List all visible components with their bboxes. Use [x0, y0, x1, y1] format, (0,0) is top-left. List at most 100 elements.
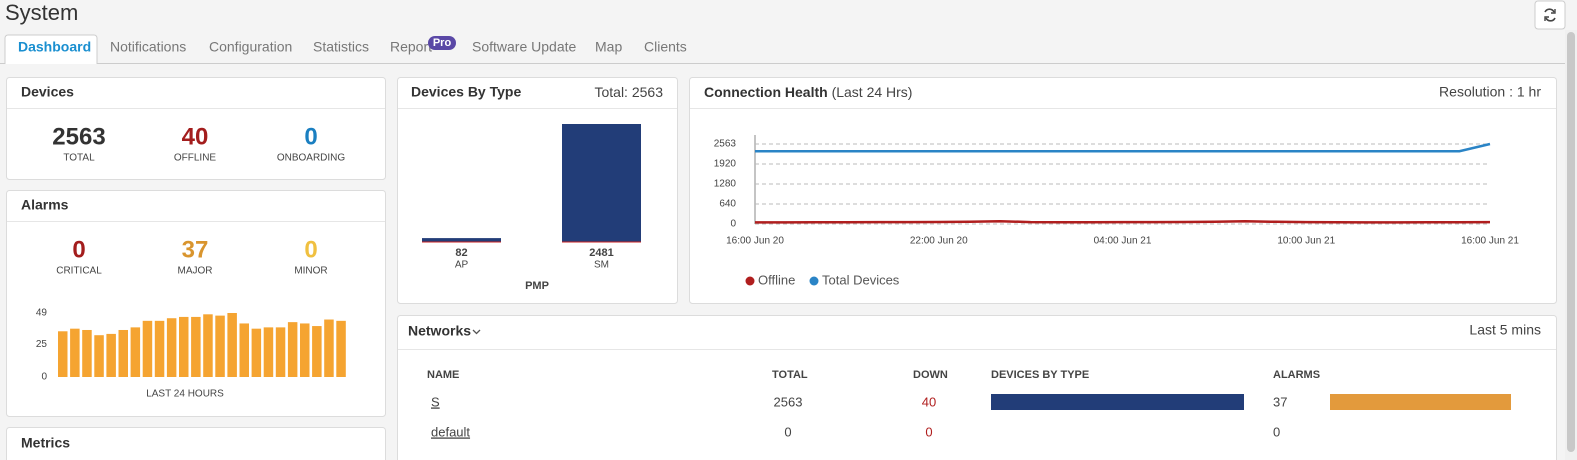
bar [227, 313, 237, 377]
legend-label: Total Devices [822, 272, 900, 287]
bar [239, 323, 249, 377]
panel-title: Devices By Type [411, 84, 521, 100]
dropdown-chevron[interactable] [472, 329, 481, 335]
pro-badge [428, 36, 456, 50]
alarms-bar [1330, 394, 1511, 410]
bar [179, 316, 189, 377]
panel-title: Devices [21, 84, 74, 100]
y-tick-label: 25 [36, 339, 48, 350]
y-tick-label: 2563 [714, 139, 737, 150]
x-tick-label: 16:00 Jun 21 [1461, 236, 1519, 247]
bar [94, 335, 104, 377]
y-tick-label: 0 [41, 372, 47, 383]
y-tick-label: 0 [730, 219, 736, 230]
bar [336, 320, 346, 377]
column-header: NAME [427, 369, 459, 381]
total-value: 2563 [632, 84, 663, 100]
bar [154, 320, 165, 377]
y-tick-label: 1280 [714, 179, 737, 190]
panel-title: Alarms [21, 197, 69, 213]
bar [203, 314, 213, 377]
bar [300, 323, 310, 377]
page-title: System [5, 0, 78, 25]
column-header: ALARMS [1273, 369, 1320, 381]
stat-value: 0 [304, 236, 317, 263]
y-tick-label: 1920 [714, 159, 737, 170]
scroll-thumb [1567, 32, 1575, 452]
panel-title[interactable]: Networks [408, 323, 471, 339]
x-tick-label: 04:00 Jun 21 [1094, 236, 1152, 247]
line-series [755, 219, 1491, 224]
stat-label: ONBOARDING [277, 153, 346, 164]
bar [562, 124, 641, 242]
stat-label: OFFLINE [174, 153, 217, 164]
category-label: AP [455, 260, 469, 271]
tab[interactable]: Report [390, 39, 432, 55]
bar [263, 327, 274, 377]
stat-label: MAJOR [178, 266, 213, 277]
stat-value: 0 [304, 123, 317, 150]
bar [215, 315, 225, 377]
health-title: Connection Health (Last 24 Hrs) [704, 84, 912, 100]
y-tick-label: 49 [36, 308, 48, 319]
bar [287, 322, 298, 377]
tab[interactable]: Clients [644, 39, 687, 55]
stat-label: TOTAL [63, 153, 95, 164]
total-cell: 2563 [774, 394, 803, 409]
x-tick-label: 10:00 Jun 21 [1277, 236, 1335, 247]
legend-swatch [809, 276, 819, 286]
period: Last 5 mins [1469, 322, 1541, 338]
active-tab[interactable] [4, 34, 98, 64]
bar [166, 318, 177, 377]
stat-label: CRITICAL [56, 266, 102, 277]
panel-header-rules [7, 108, 1556, 350]
bar [422, 238, 501, 242]
bar [118, 329, 128, 377]
network-link[interactable]: S [431, 394, 440, 409]
x-tick-label: 22:00 Jun 20 [910, 236, 968, 247]
bar [312, 326, 322, 377]
total-cell: 0 [784, 424, 791, 439]
panel-title: Connection Health [704, 84, 828, 100]
bar [82, 329, 92, 377]
tab[interactable]: Configuration [209, 39, 292, 55]
total-label: Total: [594, 84, 627, 100]
resolution: Resolution : 1 hr [1439, 84, 1541, 100]
tab[interactable]: Software Update [472, 39, 576, 55]
legend-swatch [745, 276, 755, 286]
stat-value: 37 [182, 236, 209, 263]
legend-label: Offline [758, 272, 795, 287]
value-label: 82 [455, 247, 467, 259]
x-tick-label: 16:00 Jun 20 [726, 236, 784, 247]
bar [70, 328, 80, 377]
stat-label: MINOR [294, 266, 327, 277]
panel-title: Metrics [21, 435, 70, 451]
network-link[interactable]: default [431, 424, 470, 439]
bar [58, 331, 68, 377]
alarms-cell: 37 [1273, 394, 1287, 409]
tab[interactable]: Statistics [313, 39, 369, 55]
x-axis-label: LAST 24 HOURS [146, 389, 224, 400]
total-text: Total: 2563 [594, 84, 663, 100]
value-label: 2481 [589, 247, 613, 259]
tab[interactable]: Notifications [110, 39, 186, 55]
bar [324, 319, 334, 377]
bar [275, 327, 286, 377]
tab[interactable]: Map [595, 39, 622, 55]
tab[interactable]: Dashboard [18, 39, 91, 55]
column-header: DEVICES BY TYPE [991, 369, 1089, 381]
panel-subtitle: (Last 24 Hrs) [832, 84, 913, 100]
bar [130, 327, 141, 377]
bar [106, 333, 116, 377]
category-label: SM [594, 260, 609, 271]
group-label: PMP [525, 280, 549, 292]
down-cell: 40 [922, 394, 936, 409]
line-series [755, 142, 1491, 153]
panels [6, 77, 1557, 460]
bar [251, 328, 262, 377]
column-header: DOWN [913, 369, 948, 381]
column-header: TOTAL [772, 369, 808, 381]
refresh-button[interactable] [1534, 0, 1566, 30]
y-tick-label: 640 [719, 199, 736, 210]
